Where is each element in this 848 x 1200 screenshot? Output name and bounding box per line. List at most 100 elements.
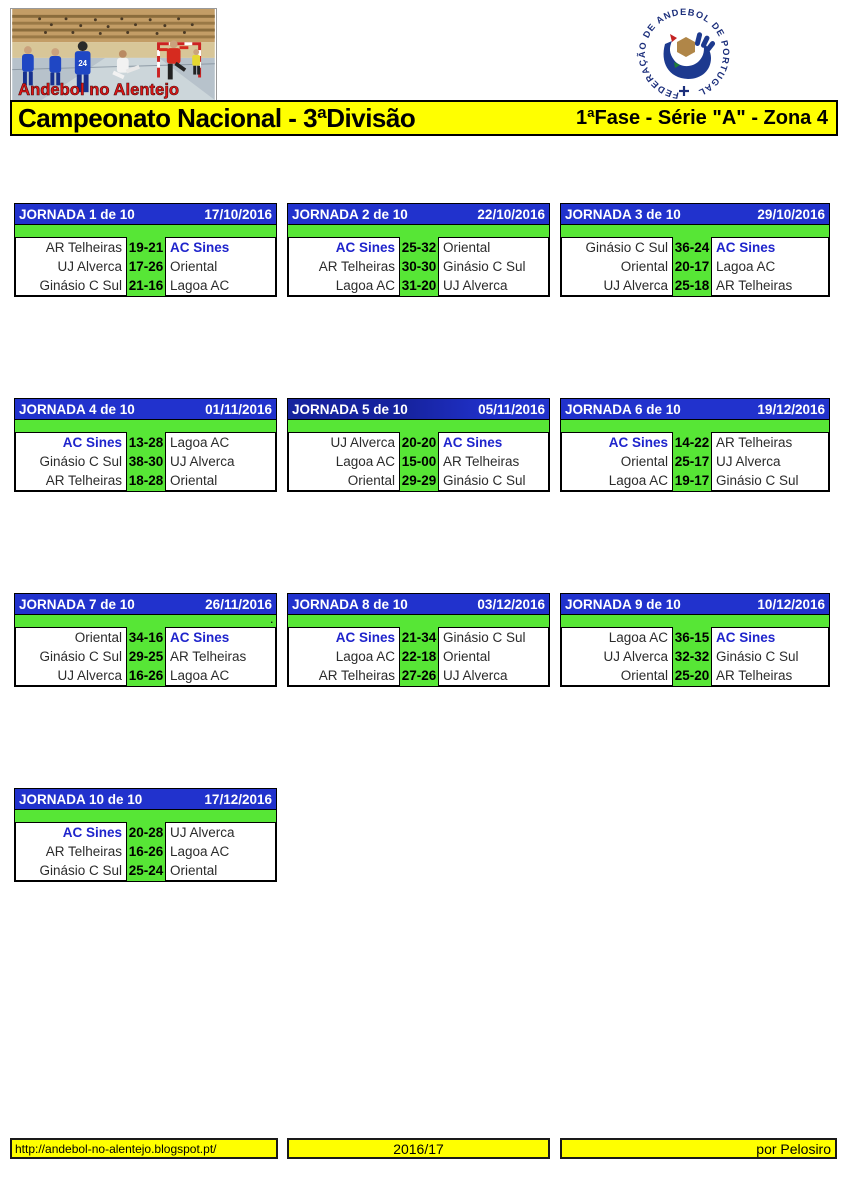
svg-text:24: 24 <box>78 59 87 68</box>
away-team-cell: Oriental <box>439 647 548 666</box>
score-cell: 14-22 <box>674 435 710 450</box>
home-team-cell: AC Sines <box>289 238 399 257</box>
jornada-date: 26/11/2016 <box>205 596 272 612</box>
score-cell: 16-26 <box>128 668 164 683</box>
score-column: 34-16 29-25 16-26 <box>127 627 165 686</box>
jornada-label: JORNADA 6 de 10 <box>565 401 681 417</box>
jornada-date: 03/12/2016 <box>477 596 545 612</box>
team-name: AR Telheiras <box>45 473 122 488</box>
season-label: 2016/17 <box>393 1140 444 1157</box>
away-team-column: AC Sines Lagoa AC AR Telheiras <box>711 237 829 296</box>
team-name: Ginásio C Sul <box>716 473 799 488</box>
title-bar: Campeonato Nacional - 3ªDivisão 1ªFase -… <box>10 100 838 136</box>
home-team-column: AC Sines Ginásio C Sul AR Telheiras <box>15 432 127 491</box>
green-bar <box>288 225 549 237</box>
score-cell: 25-17 <box>674 454 710 469</box>
score-cell: 20-17 <box>674 259 710 274</box>
jornada-header: JORNADA 8 de 10 03/12/2016 <box>287 593 550 615</box>
green-bar <box>15 225 276 237</box>
jornada-label: JORNADA 4 de 10 <box>19 401 135 417</box>
green-bar: . <box>270 615 273 625</box>
jornada-body: AR Telheiras UJ Alverca Ginásio C Sul 19-21… <box>14 225 277 297</box>
crowd <box>38 17 194 35</box>
home-team-cell: UJ Alverca <box>562 647 672 666</box>
score-column: 20-28 16-26 25-24 <box>127 822 165 881</box>
home-team-cell: Oriental <box>562 452 672 471</box>
home-team-cell: Ginásio C Sul <box>16 452 126 471</box>
team-name: Ginásio C Sul <box>585 240 668 255</box>
jornada-label: JORNADA 2 de 10 <box>292 206 408 222</box>
score-cell: 29-29 <box>401 473 437 488</box>
home-team-cell: AR Telheiras <box>16 842 126 861</box>
green-bar <box>15 420 276 432</box>
away-team-cell: UJ Alverca <box>439 666 548 685</box>
team-name: Oriental <box>620 259 668 274</box>
team-name: Ginásio C Sul <box>443 630 526 645</box>
green-bar <box>15 810 276 822</box>
jornada-body: AC Sines Ginásio C Sul AR Telheiras 13-28 38… <box>14 420 277 492</box>
team-name: AC Sines <box>335 240 395 255</box>
score-cell: 25-20 <box>674 668 710 683</box>
home-team-cell: UJ Alverca <box>562 276 672 295</box>
away-team-cell: AC Sines <box>439 433 548 452</box>
logo-green-wedge <box>674 62 680 68</box>
jornada-table: JORNADA 4 de 10 01/11/2016 AC Sines Ginásio… <box>14 398 277 492</box>
team-name: Oriental <box>74 630 122 645</box>
score-cell: 36-24 <box>674 240 710 255</box>
jornada-table: JORNADA 6 de 10 19/12/2016 AC Sines Orienta… <box>560 398 830 492</box>
away-team-cell: Ginásio C Sul <box>439 257 548 276</box>
team-name: Ginásio C Sul <box>39 454 122 469</box>
away-team-cell: Lagoa AC <box>166 433 275 452</box>
home-team-cell: AC Sines <box>16 433 126 452</box>
jornada-header: JORNADA 1 de 10 17/10/2016 <box>14 203 277 225</box>
away-team-column: AC Sines AR Telheiras Ginásio C Sul <box>438 432 549 491</box>
away-team-column: AC Sines Ginásio C Sul AR Telheiras <box>711 627 829 686</box>
away-team-cell: UJ Alverca <box>166 452 275 471</box>
home-team-column: AC Sines AR Telheiras Lagoa AC <box>288 237 400 296</box>
home-team-cell: Ginásio C Sul <box>16 861 126 880</box>
jornada-header: JORNADA 4 de 10 01/11/2016 <box>14 398 277 420</box>
team-name: UJ Alverca <box>603 649 668 664</box>
team-name: UJ Alverca <box>716 454 781 469</box>
jornada-date: 17/12/2016 <box>204 791 272 807</box>
logo-fingers <box>694 32 716 52</box>
home-team-cell: AC Sines <box>289 628 399 647</box>
home-team-cell: Lagoa AC <box>289 647 399 666</box>
home-team-cell: AR Telheiras <box>289 666 399 685</box>
back-wall <box>12 42 215 58</box>
team-name: Lagoa AC <box>335 649 395 664</box>
score-column: 36-15 32-32 25-20 <box>673 627 711 686</box>
jornada-table: JORNADA 3 de 10 29/10/2016 Ginásio C Sul Or… <box>560 203 830 297</box>
away-team-cell: AC Sines <box>712 238 828 257</box>
jornada-table: JORNADA 1 de 10 17/10/2016 AR Telheiras UJ … <box>14 203 277 297</box>
away-team-cell: Ginásio C Sul <box>439 471 548 490</box>
team-name: Ginásio C Sul <box>39 863 122 878</box>
home-team-cell: Lagoa AC <box>289 276 399 295</box>
home-team-cell: Oriental <box>16 628 126 647</box>
away-team-cell: AR Telheiras <box>712 276 828 295</box>
jornada-label: JORNADA 8 de 10 <box>292 596 408 612</box>
jornada-body: Ginásio C Sul Oriental UJ Alverca 36-24 20-1… <box>560 225 830 297</box>
jornada-body: AC Sines Oriental Lagoa AC 14-22 25-17 19-17 A… <box>560 420 830 492</box>
home-team-cell: UJ Alverca <box>16 257 126 276</box>
jornada-table: JORNADA 9 de 10 10/12/2016 Lagoa AC UJ Alve… <box>560 593 830 687</box>
score-cell: 36-15 <box>674 630 710 645</box>
score-cell: 19-17 <box>674 473 710 488</box>
away-team-cell: Ginásio C Sul <box>712 647 828 666</box>
phase-title: 1ªFase - Série "A" - Zona 4 <box>575 106 828 129</box>
team-name: AR Telheiras <box>318 668 395 683</box>
away-team-column: UJ Alverca Lagoa AC Oriental <box>165 822 276 881</box>
green-bar <box>561 420 829 432</box>
jornada-label: JORNADA 1 de 10 <box>19 206 135 222</box>
team-name: AC Sines <box>608 435 668 450</box>
team-name: Oriental <box>443 240 491 255</box>
away-team-cell: Lagoa AC <box>166 276 275 295</box>
home-team-cell: UJ Alverca <box>289 433 399 452</box>
team-name: AC Sines <box>62 825 122 840</box>
home-team-cell: Oriental <box>289 471 399 490</box>
blog-url-link[interactable]: http://andebol-no-alentejo.blogspot.pt/ <box>15 1141 217 1156</box>
team-name: AC Sines <box>716 240 776 255</box>
score-cell: 27-26 <box>401 668 437 683</box>
team-name: Ginásio C Sul <box>39 278 122 293</box>
team-name: Lagoa AC <box>170 435 230 450</box>
